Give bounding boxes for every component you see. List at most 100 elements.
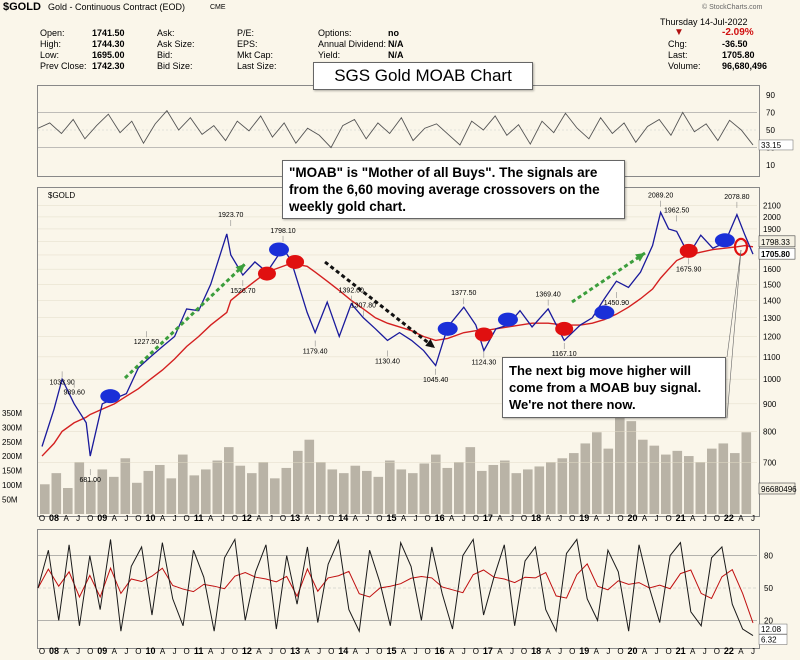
time-axis-label: A: [401, 514, 407, 523]
time-axis-label: J: [124, 647, 128, 656]
time-axis-label: O: [473, 647, 479, 656]
quote-value: 1744.30: [92, 39, 125, 49]
volume-bar: [189, 475, 200, 514]
time-axis-label: A: [353, 647, 359, 656]
volume-tick-label: 100M: [2, 481, 22, 490]
price-point-label: 1167.10: [552, 351, 577, 358]
time-axis-label: O: [87, 647, 93, 656]
time-axis-label: O: [39, 647, 45, 656]
volume-bar: [258, 462, 269, 514]
time-axis-label: O: [569, 647, 575, 656]
quote-label: Chg:: [668, 39, 688, 49]
time-axis-label: J: [76, 514, 80, 523]
volume-bar: [408, 473, 418, 514]
time-axis-label: O: [280, 514, 286, 523]
stoch-k-line: [37, 537, 754, 636]
volume-tick-label: 250M: [2, 438, 22, 447]
time-axis-label: J: [751, 514, 755, 523]
volume-bar: [603, 448, 614, 514]
time-axis-label: A: [449, 514, 455, 523]
rsi-tick-label: 50: [766, 126, 775, 135]
volume-bar: [224, 447, 234, 514]
price-point-label: 1124.30: [471, 360, 496, 367]
price-panel-label: $GOLD: [48, 191, 75, 200]
rsi-tick-label: 10: [766, 161, 775, 170]
rsi-last-box: [758, 139, 794, 151]
quote-value: 96,680,496: [722, 61, 768, 71]
price-point-label: 1227.50: [134, 339, 159, 346]
volume-bar: [684, 456, 694, 514]
quote-value: 1705.80: [722, 50, 755, 60]
price-point-label: 1962.50: [664, 207, 689, 214]
volume-bar: [707, 448, 717, 514]
time-axis-label: A: [208, 514, 214, 523]
volume-tick-label: 150M: [2, 467, 22, 476]
buy-signal-marker: [594, 305, 615, 320]
volume-bar: [396, 469, 407, 514]
price-point-label: 1392.60: [339, 288, 364, 295]
time-axis-label: O: [425, 514, 431, 523]
current-value-label: 96680496: [761, 485, 797, 494]
volume-bar: [212, 460, 223, 514]
time-axis-label: J: [655, 514, 659, 523]
note-pointer-line: [726, 249, 742, 419]
volume-bar: [166, 478, 177, 514]
volume-bar: [350, 465, 361, 514]
time-axis-label: A: [304, 514, 310, 523]
time-axis-label: A: [256, 514, 262, 523]
time-axis-label: J: [558, 514, 562, 523]
quote-label: EPS:: [237, 39, 258, 49]
quote-label: Low:: [40, 50, 60, 60]
stoch-last-value: 6.32: [761, 636, 777, 645]
downtrend-arrow-head: [425, 339, 435, 348]
stochastic-panel: [37, 529, 760, 649]
volume-bar: [431, 454, 441, 514]
time-axis-label: 19: [579, 646, 589, 656]
moving-average-line: [41, 244, 754, 457]
price-tick-label: 1300: [763, 314, 781, 323]
volume-bar: [557, 458, 568, 514]
time-axis-label: J: [221, 514, 225, 523]
volume-bar: [201, 469, 211, 514]
time-axis-label: A: [594, 514, 600, 523]
time-axis-label: O: [135, 647, 141, 656]
time-axis-label: O: [232, 647, 238, 656]
time-axis-label: O: [617, 514, 623, 523]
time-axis-label: O: [184, 514, 190, 523]
price-point-label: 2078.80: [724, 194, 749, 201]
time-axis-label: 11: [194, 646, 204, 656]
quote-label: P/E:: [237, 28, 255, 38]
date-label: Thursday 14-Jul-2022: [660, 17, 748, 27]
time-axis-label: O: [39, 514, 45, 523]
time-axis-label: J: [221, 647, 225, 656]
price-point-label: 1377.50: [451, 290, 476, 297]
time-axis-label: J: [606, 647, 610, 656]
sell-signal-marker: [474, 327, 493, 342]
volume-bar: [500, 460, 510, 514]
ticker-symbol: $GOLD: [3, 1, 41, 13]
time-axis-label: J: [317, 647, 321, 656]
volume-bar: [385, 460, 395, 514]
volume-tick-label: 50M: [2, 496, 18, 505]
time-axis-label: 12: [242, 646, 252, 656]
time-axis-label: A: [690, 514, 696, 523]
price-tick-label: 1400: [763, 296, 781, 305]
volume-bar: [155, 464, 165, 514]
time-axis-label: A: [594, 647, 600, 656]
time-axis-label: O: [521, 647, 527, 656]
volume-bar: [730, 453, 740, 514]
price-tick-label: 800: [763, 427, 777, 436]
volume-bar: [74, 462, 85, 514]
time-axis-label: 17: [483, 646, 493, 656]
time-axis-label: 22: [724, 646, 734, 656]
time-axis-label: 13: [290, 646, 300, 656]
volume-bar: [661, 454, 671, 514]
time-axis-label: 20: [627, 646, 637, 656]
time-axis-label: A: [401, 647, 407, 656]
time-axis-label: J: [462, 647, 466, 656]
watermark: © StockCharts.com: [702, 4, 763, 11]
time-axis-label: A: [497, 647, 503, 656]
price-point-label: 1179.40: [303, 349, 328, 356]
time-axis-label: 09: [97, 646, 107, 656]
uptrend-arrow-left-head: [235, 264, 245, 274]
